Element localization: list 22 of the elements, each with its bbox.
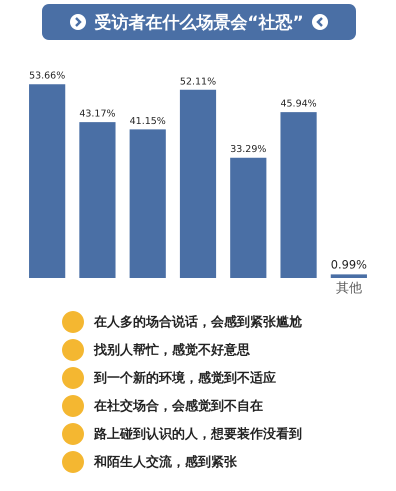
bar [130, 129, 166, 278]
text: 在社交场合，会感觉到不自在 [94, 398, 263, 415]
data-label: 53.66% [29, 70, 66, 82]
chart-title: 受访者在什么场景会“社恐” [94, 12, 304, 34]
bar [330, 274, 367, 278]
data-label: 52.11% [180, 76, 216, 88]
data-label: 43.17% [79, 108, 116, 120]
text: 到一个新的环境，感觉到不适应 [94, 370, 276, 387]
data-label: 41.15% [130, 116, 166, 127]
text: 路上碰到认识的人，想要装作没看到 [94, 426, 302, 443]
text: 找别人帮忙，感觉不好意思 [94, 342, 250, 359]
text: 和陌生人交流，感到紧张 [94, 454, 237, 471]
data-label: 33.29% [230, 144, 266, 156]
bar [230, 158, 266, 278]
bar [29, 84, 66, 278]
bar [79, 122, 116, 278]
x-tick-label: 其他 [336, 278, 362, 296]
data-label: 45.94% [280, 98, 317, 110]
data-label: 0.99% [330, 257, 368, 272]
text: 在人多的场合说话，会感到紧张尴尬 [94, 314, 302, 331]
bar [280, 112, 317, 278]
bar [180, 90, 216, 278]
